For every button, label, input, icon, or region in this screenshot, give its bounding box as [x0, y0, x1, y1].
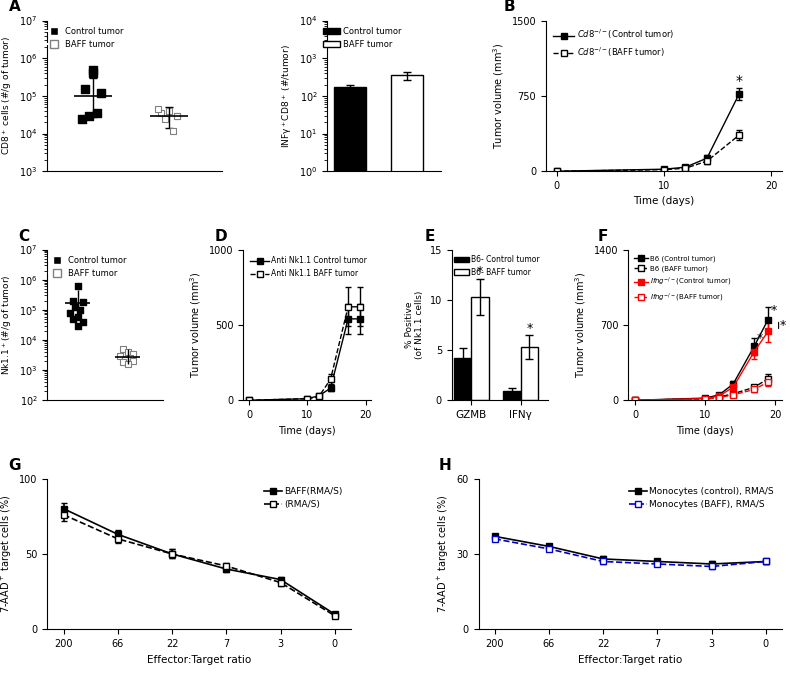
Bar — [454, 358, 472, 400]
Point — [118, 354, 131, 365]
X-axis label: Time (days): Time (days) — [278, 425, 336, 436]
Bar — [503, 391, 521, 400]
Text: D: D — [215, 228, 228, 244]
Text: F: F — [597, 228, 608, 244]
Legend: Control tumor, BAFF tumor: Control tumor, BAFF tumor — [46, 252, 130, 281]
X-axis label: Time (days): Time (days) — [634, 196, 694, 207]
Point — [79, 83, 92, 94]
Text: *: * — [780, 319, 786, 332]
Point — [122, 347, 134, 358]
Legend: B6- Control tumor, B6- BAFF tumor: B6- Control tumor, B6- BAFF tumor — [450, 252, 543, 280]
Y-axis label: Tumor volume (mm$^3$): Tumor volume (mm$^3$) — [491, 42, 506, 149]
Text: *: * — [477, 265, 483, 278]
Point — [124, 353, 137, 364]
Point — [66, 313, 79, 324]
Text: *: * — [735, 74, 743, 88]
Y-axis label: CD8$^+$ cells (#/g of tumor): CD8$^+$ cells (#/g of tumor) — [0, 36, 13, 155]
Point — [155, 107, 167, 118]
Point — [116, 343, 129, 354]
Bar — [521, 347, 538, 400]
Legend: Control tumor, BAFF tumor: Control tumor, BAFF tumor — [43, 23, 127, 52]
Point — [163, 105, 175, 116]
Text: *: * — [526, 322, 532, 335]
Point — [87, 68, 100, 79]
Text: G: G — [8, 458, 21, 473]
Point — [76, 297, 88, 308]
Point — [83, 110, 96, 121]
Bar — [334, 87, 366, 684]
Point — [76, 317, 88, 328]
Point — [116, 357, 129, 368]
Text: *: * — [771, 304, 777, 317]
Y-axis label: INFγ$^+$CD8$^+$ (#/tumor): INFγ$^+$CD8$^+$ (#/tumor) — [280, 44, 294, 148]
Text: C: C — [18, 228, 30, 244]
Text: A: A — [9, 0, 21, 14]
Point — [75, 113, 88, 124]
X-axis label: Time (days): Time (days) — [676, 425, 734, 436]
Point — [71, 320, 84, 331]
Point — [171, 110, 183, 121]
Point — [114, 350, 126, 361]
Legend: BAFF(RMA/S), (RMA/S): BAFF(RMA/S), (RMA/S) — [260, 483, 347, 513]
Point — [71, 311, 84, 322]
Bar — [391, 75, 423, 684]
Point — [87, 64, 100, 75]
Point — [73, 304, 86, 315]
Point — [126, 356, 139, 367]
Y-axis label: % Positive
(of Nk1.1 cells): % Positive (of Nk1.1 cells) — [404, 291, 424, 359]
Point — [66, 295, 79, 306]
Point — [64, 307, 77, 318]
Point — [159, 113, 171, 124]
Point — [71, 281, 84, 292]
Text: H: H — [439, 458, 452, 473]
X-axis label: Effector:Target ratio: Effector:Target ratio — [147, 655, 251, 665]
Legend: B6 (Control tumor), B6 (BAFF tumor), $Ifng^{-/-}$(Control tumor), $Ifng^{-/-}$(B: B6 (Control tumor), B6 (BAFF tumor), $If… — [632, 253, 735, 306]
Text: E: E — [425, 228, 435, 244]
Y-axis label: Tumor volume (mm$^3$): Tumor volume (mm$^3$) — [574, 272, 589, 378]
X-axis label: Effector:Target ratio: Effector:Target ratio — [578, 655, 683, 665]
Y-axis label: Tumor volume (mm$^3$): Tumor volume (mm$^3$) — [189, 272, 203, 378]
Y-axis label: 7-AAD$^+$ target cells (%): 7-AAD$^+$ target cells (%) — [0, 495, 13, 613]
Point — [122, 358, 134, 369]
Text: B: B — [503, 0, 515, 14]
Legend: Anti Nk1.1 Control tumor, Anti Nk1.1 BAFF tumor: Anti Nk1.1 Control tumor, Anti Nk1.1 BAF… — [247, 253, 371, 281]
Point — [167, 125, 179, 136]
Bar — [472, 297, 489, 400]
Point — [69, 302, 81, 313]
Point — [152, 103, 164, 114]
Text: *: * — [757, 332, 763, 345]
Y-axis label: Nk1.1$^+$(#/g of tumor): Nk1.1$^+$(#/g of tumor) — [0, 275, 13, 375]
Legend: $Cd8^{-/-}$(Control tumor), $Cd8^{-/-}$(BAFF tumor): $Cd8^{-/-}$(Control tumor), $Cd8^{-/-}$(… — [550, 25, 677, 62]
Y-axis label: 7-AAD$^+$ target cells (%): 7-AAD$^+$ target cells (%) — [436, 495, 451, 613]
Point — [94, 88, 107, 98]
Legend: Control tumor, BAFF tumor: Control tumor, BAFF tumor — [320, 23, 404, 52]
Point — [126, 348, 139, 359]
Legend: Monocytes (control), RMA/S, Monocytes (BAFF), RMA/S: Monocytes (control), RMA/S, Monocytes (B… — [625, 483, 777, 513]
Point — [91, 107, 103, 118]
Point — [171, 110, 183, 121]
